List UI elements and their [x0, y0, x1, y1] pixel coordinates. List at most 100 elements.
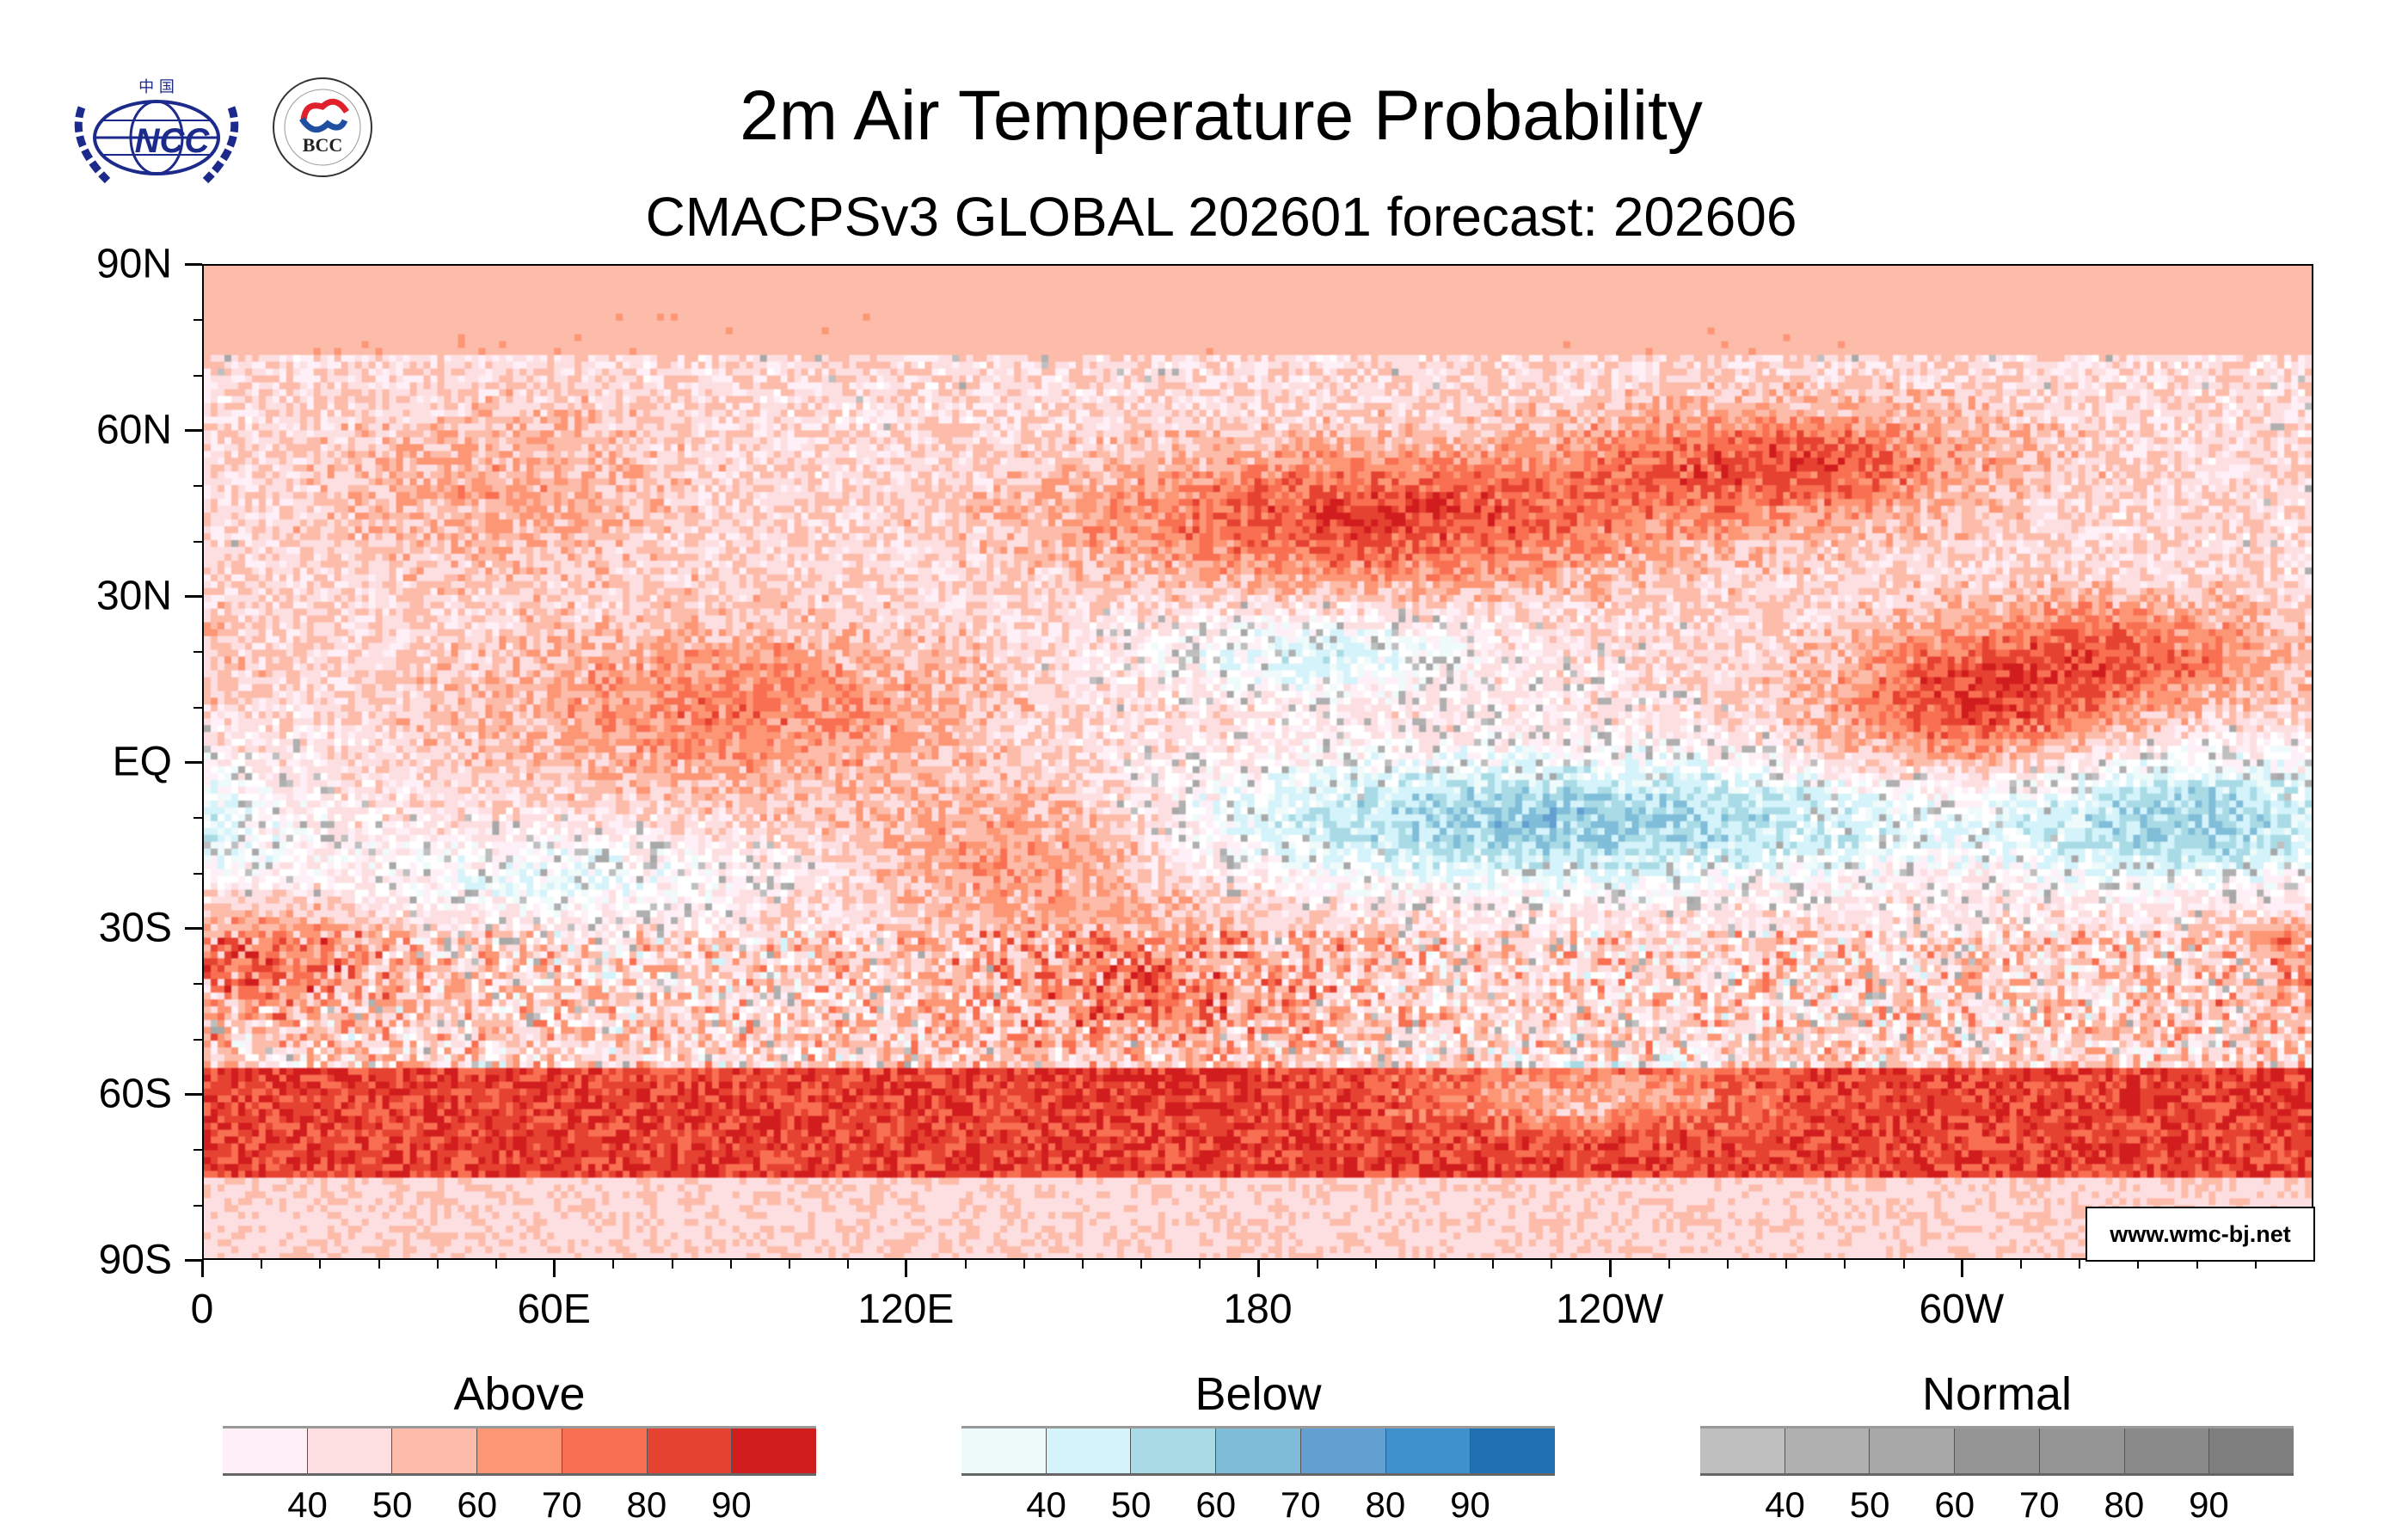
y-minor-tick	[194, 1204, 202, 1207]
legend-label: 50	[1849, 1484, 1890, 1525]
legend-label: 80	[1365, 1484, 1406, 1525]
y-axis-label: 60N	[95, 407, 172, 453]
y-minor-tick	[194, 264, 202, 266]
probability-field	[204, 266, 2312, 1258]
x-minor-tick	[2079, 1260, 2081, 1269]
y-minor-tick	[194, 928, 202, 930]
map-title: 2m Air Temperature Probability	[740, 77, 1703, 155]
y-minor-tick	[194, 319, 202, 322]
legend-swatch	[2124, 1428, 2210, 1473]
svg-text:中 国: 中 国	[138, 78, 175, 96]
legend-below: Below 40 50 60 70 80 90	[961, 1367, 1556, 1536]
legend-title: Below	[1195, 1368, 1322, 1420]
legend-label: 60	[1195, 1484, 1237, 1525]
x-minor-tick	[2137, 1260, 2140, 1269]
x-tick	[1960, 1260, 1963, 1277]
x-axis-label: 60W	[1919, 1287, 2005, 1332]
credit-label: www.wmc-bj.net	[2086, 1207, 2315, 1262]
y-axis-label: 90N	[95, 241, 172, 287]
legend-label: 50	[1110, 1484, 1152, 1525]
x-minor-tick	[1434, 1260, 1436, 1269]
legend-normal: Normal 40 50 60 70 80 90	[1700, 1367, 2294, 1536]
legend-label: 40	[287, 1484, 328, 1525]
legend-swatch	[1471, 1428, 1556, 1473]
x-minor-tick	[1081, 1260, 1084, 1269]
x-minor-tick	[2020, 1260, 2023, 1269]
y-minor-tick	[194, 596, 202, 598]
x-minor-tick	[788, 1260, 790, 1269]
legend-label: 40	[1026, 1484, 1066, 1525]
x-minor-tick	[1551, 1260, 1553, 1269]
legend-swatch	[307, 1428, 393, 1473]
legend-swatch	[2039, 1428, 2125, 1473]
legend-colorbar	[1700, 1426, 2294, 1476]
legend-swatch	[223, 1428, 308, 1473]
x-minor-tick	[1199, 1260, 1201, 1269]
y-tick	[185, 1259, 202, 1262]
legend-label: 90	[711, 1484, 752, 1525]
y-minor-tick	[194, 1094, 202, 1096]
legend-label: 70	[1280, 1484, 1321, 1525]
legend-label: 70	[2018, 1484, 2060, 1525]
ncc-logo: 中 国 NCC	[64, 73, 249, 189]
y-axis-label: 90S	[98, 1237, 172, 1283]
x-axis-label: 120E	[857, 1287, 955, 1332]
x-minor-tick	[964, 1260, 967, 1269]
y-minor-tick	[194, 430, 202, 432]
probability-map	[202, 264, 2313, 1260]
legend-label: 90	[1450, 1484, 1490, 1525]
x-minor-tick	[1140, 1260, 1143, 1269]
x-minor-tick	[1316, 1260, 1318, 1269]
legend-above: Above 40 50 60 70 80 90	[223, 1367, 817, 1536]
svg-text:NCC: NCC	[135, 122, 211, 160]
legend-swatch	[1870, 1428, 1956, 1473]
svg-text:BCC: BCC	[303, 134, 342, 156]
x-minor-tick	[202, 1260, 204, 1269]
legend-label: 90	[2189, 1484, 2229, 1525]
x-minor-tick	[1727, 1260, 1729, 1269]
legend-label: 80	[626, 1484, 667, 1525]
x-minor-tick	[612, 1260, 615, 1269]
legend-swatch	[477, 1428, 562, 1473]
legend-swatch	[1300, 1428, 1386, 1473]
x-minor-tick	[1785, 1260, 1788, 1269]
bcc-logo: BCC	[271, 76, 374, 179]
x-axis-label: 180	[1223, 1287, 1293, 1332]
y-minor-tick	[194, 872, 202, 875]
x-minor-tick	[1668, 1260, 1670, 1269]
legend-title: Normal	[1921, 1368, 2073, 1420]
legend-swatch	[1700, 1428, 1785, 1473]
x-minor-tick	[1257, 1260, 1260, 1269]
legend-label: 60	[457, 1484, 498, 1525]
x-minor-tick	[906, 1260, 908, 1269]
x-minor-tick	[1492, 1260, 1495, 1269]
x-axis-label: 120W	[1555, 1287, 1664, 1332]
y-minor-tick	[194, 706, 202, 709]
x-minor-tick	[554, 1260, 556, 1269]
y-axis-label: 60S	[98, 1071, 172, 1117]
legend-swatch	[732, 1428, 817, 1473]
legend-swatch	[562, 1428, 648, 1473]
y-axis-label: 30S	[98, 905, 172, 951]
legend-swatch	[2209, 1428, 2294, 1473]
y-minor-tick	[194, 983, 202, 986]
y-axis-label: 30N	[95, 573, 172, 619]
legend-colorbar	[223, 1426, 817, 1476]
x-minor-tick	[847, 1260, 850, 1269]
legend-swatch	[1131, 1428, 1217, 1473]
x-minor-tick	[2254, 1260, 2257, 1269]
x-tick	[905, 1260, 908, 1277]
legend-swatch	[647, 1428, 733, 1473]
legend-label: 70	[541, 1484, 582, 1525]
x-minor-tick	[494, 1260, 497, 1269]
x-minor-tick	[1844, 1260, 1846, 1269]
y-minor-tick	[194, 1038, 202, 1041]
y-minor-tick	[194, 1149, 202, 1152]
x-minor-tick	[1023, 1260, 1025, 1269]
x-tick	[1256, 1260, 1260, 1277]
legend-swatch	[1046, 1428, 1132, 1473]
y-minor-tick	[194, 374, 202, 377]
legend-label: 50	[372, 1484, 413, 1525]
legend-colorbar	[961, 1426, 1556, 1476]
x-tick	[1608, 1260, 1612, 1277]
